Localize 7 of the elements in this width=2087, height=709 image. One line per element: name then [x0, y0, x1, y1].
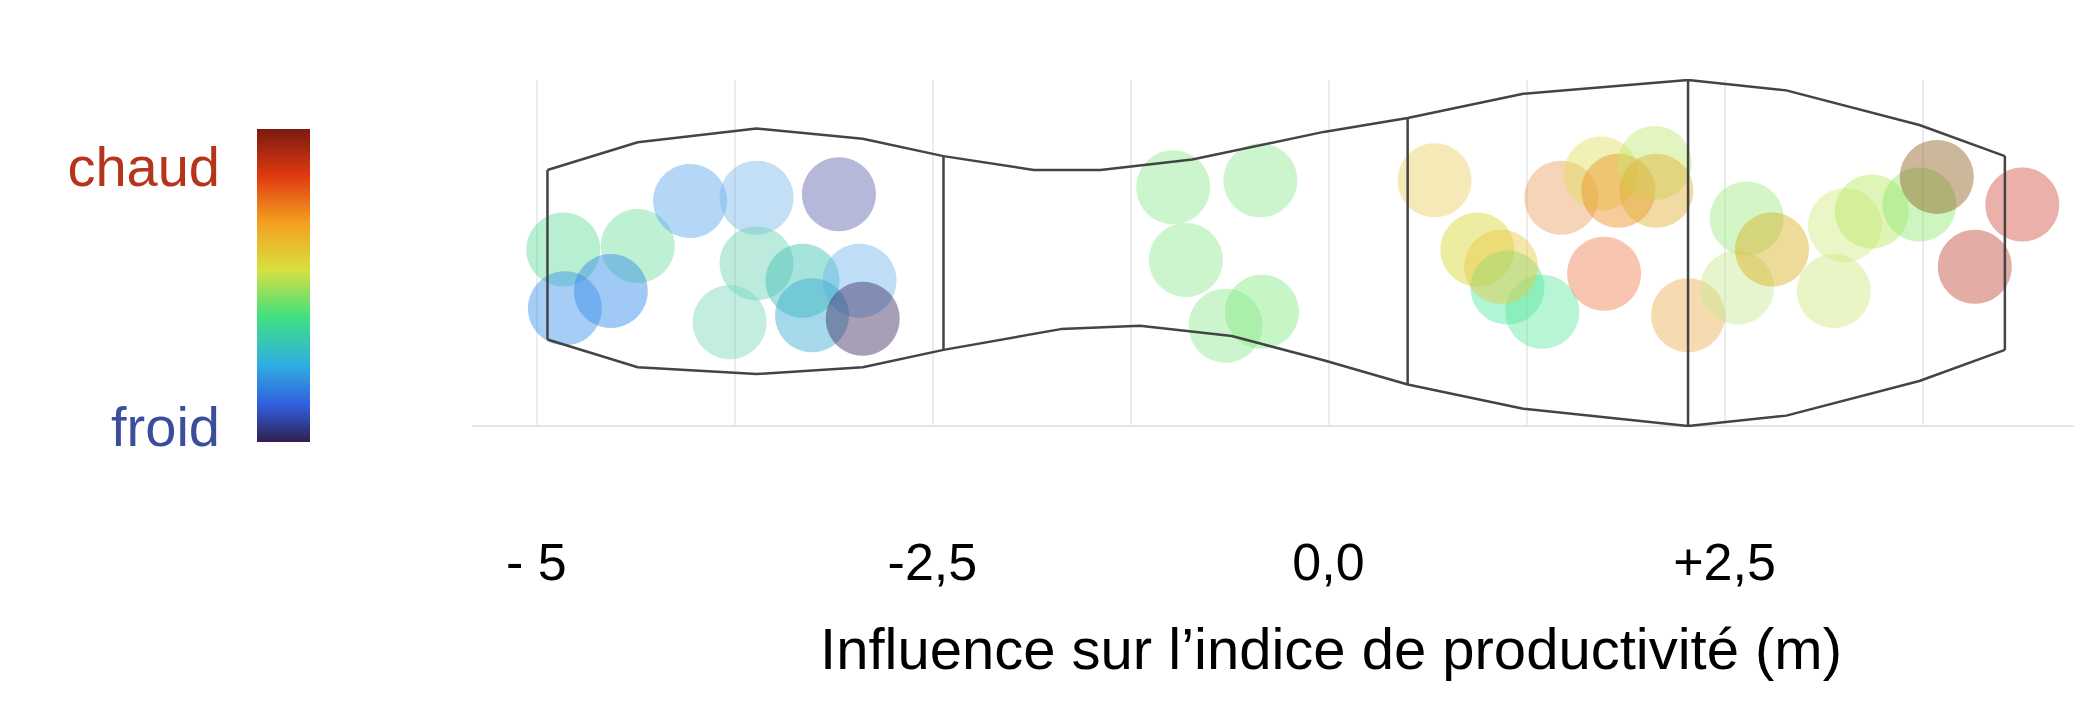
x-axis-title: Influence sur l’indice de productivité (m): [820, 615, 1842, 681]
x-tick-label: 0,0: [1292, 533, 1365, 591]
x-tick-label: -2,5: [887, 533, 978, 591]
x-tick-label: +2,5: [1673, 533, 1776, 591]
text: chaud: [67, 134, 220, 198]
x-tick-label: - 5: [506, 533, 567, 591]
text: froid: [111, 394, 220, 458]
